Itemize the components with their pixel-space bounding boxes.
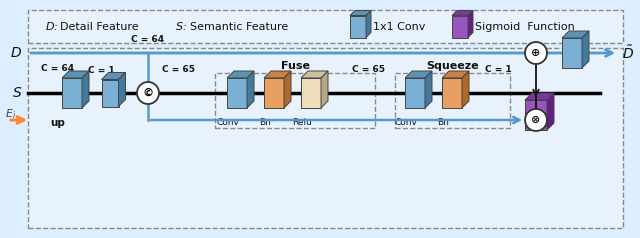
Polygon shape: [525, 93, 554, 100]
Text: ⊕: ⊕: [531, 48, 541, 58]
Bar: [301, 78, 321, 108]
Text: Bn: Bn: [437, 118, 449, 127]
Text: Fuse: Fuse: [280, 61, 310, 71]
Text: C = 1: C = 1: [484, 65, 511, 74]
Polygon shape: [301, 71, 328, 78]
Polygon shape: [366, 10, 371, 38]
Text: $S$:: $S$:: [175, 20, 187, 33]
Polygon shape: [321, 71, 328, 108]
Text: C = 65: C = 65: [161, 65, 195, 74]
Circle shape: [525, 109, 547, 131]
Polygon shape: [102, 73, 125, 79]
Text: Detail Feature: Detail Feature: [60, 21, 139, 31]
Bar: [102, 79, 118, 106]
Polygon shape: [468, 10, 473, 38]
Text: C = 64: C = 64: [131, 35, 164, 44]
Text: Relu: Relu: [292, 118, 312, 127]
Polygon shape: [264, 71, 291, 78]
Circle shape: [525, 42, 547, 64]
Bar: [215, 73, 375, 128]
Text: 1x1 Conv: 1x1 Conv: [373, 21, 426, 31]
Text: C = 64: C = 64: [42, 64, 75, 73]
Polygon shape: [582, 31, 589, 68]
Text: Semantic Feature: Semantic Feature: [190, 21, 288, 31]
Polygon shape: [547, 93, 554, 130]
Text: Sigmoid  Function: Sigmoid Function: [475, 21, 575, 31]
Text: Bn: Bn: [259, 118, 271, 127]
Bar: [525, 100, 547, 130]
Bar: [442, 78, 462, 108]
Text: $\tilde{D}$: $\tilde{D}$: [622, 44, 634, 62]
Bar: [452, 15, 468, 38]
Bar: [395, 73, 510, 128]
Bar: [28, 10, 623, 43]
Polygon shape: [405, 71, 432, 78]
Circle shape: [137, 82, 159, 104]
Bar: [28, 10, 623, 43]
Bar: [62, 78, 82, 108]
Polygon shape: [562, 31, 589, 38]
Text: $D$:: $D$:: [45, 20, 58, 33]
Bar: [264, 78, 284, 108]
Bar: [405, 78, 425, 108]
Text: Conv: Conv: [216, 118, 239, 127]
Text: $D$: $D$: [10, 46, 22, 60]
Text: $S$: $S$: [12, 86, 22, 100]
Text: C = 65: C = 65: [351, 65, 385, 74]
Polygon shape: [118, 73, 125, 106]
Polygon shape: [247, 71, 254, 108]
Bar: [350, 15, 366, 38]
Polygon shape: [62, 71, 89, 78]
Polygon shape: [442, 71, 469, 78]
Text: ©: ©: [143, 88, 154, 98]
Bar: [562, 38, 582, 68]
Text: $E_i$: $E_i$: [5, 107, 16, 121]
Bar: [227, 78, 247, 108]
Polygon shape: [284, 71, 291, 108]
Text: Conv: Conv: [395, 118, 417, 127]
Polygon shape: [452, 10, 473, 15]
Text: ⊗: ⊗: [531, 115, 541, 125]
Bar: [28, 48, 623, 228]
Text: C = 1: C = 1: [88, 66, 115, 75]
Text: Squeeze: Squeeze: [426, 61, 479, 71]
Polygon shape: [350, 10, 371, 15]
Polygon shape: [227, 71, 254, 78]
Polygon shape: [82, 71, 89, 108]
Bar: [28, 48, 623, 228]
Polygon shape: [462, 71, 469, 108]
Text: up: up: [51, 118, 65, 128]
Polygon shape: [425, 71, 432, 108]
